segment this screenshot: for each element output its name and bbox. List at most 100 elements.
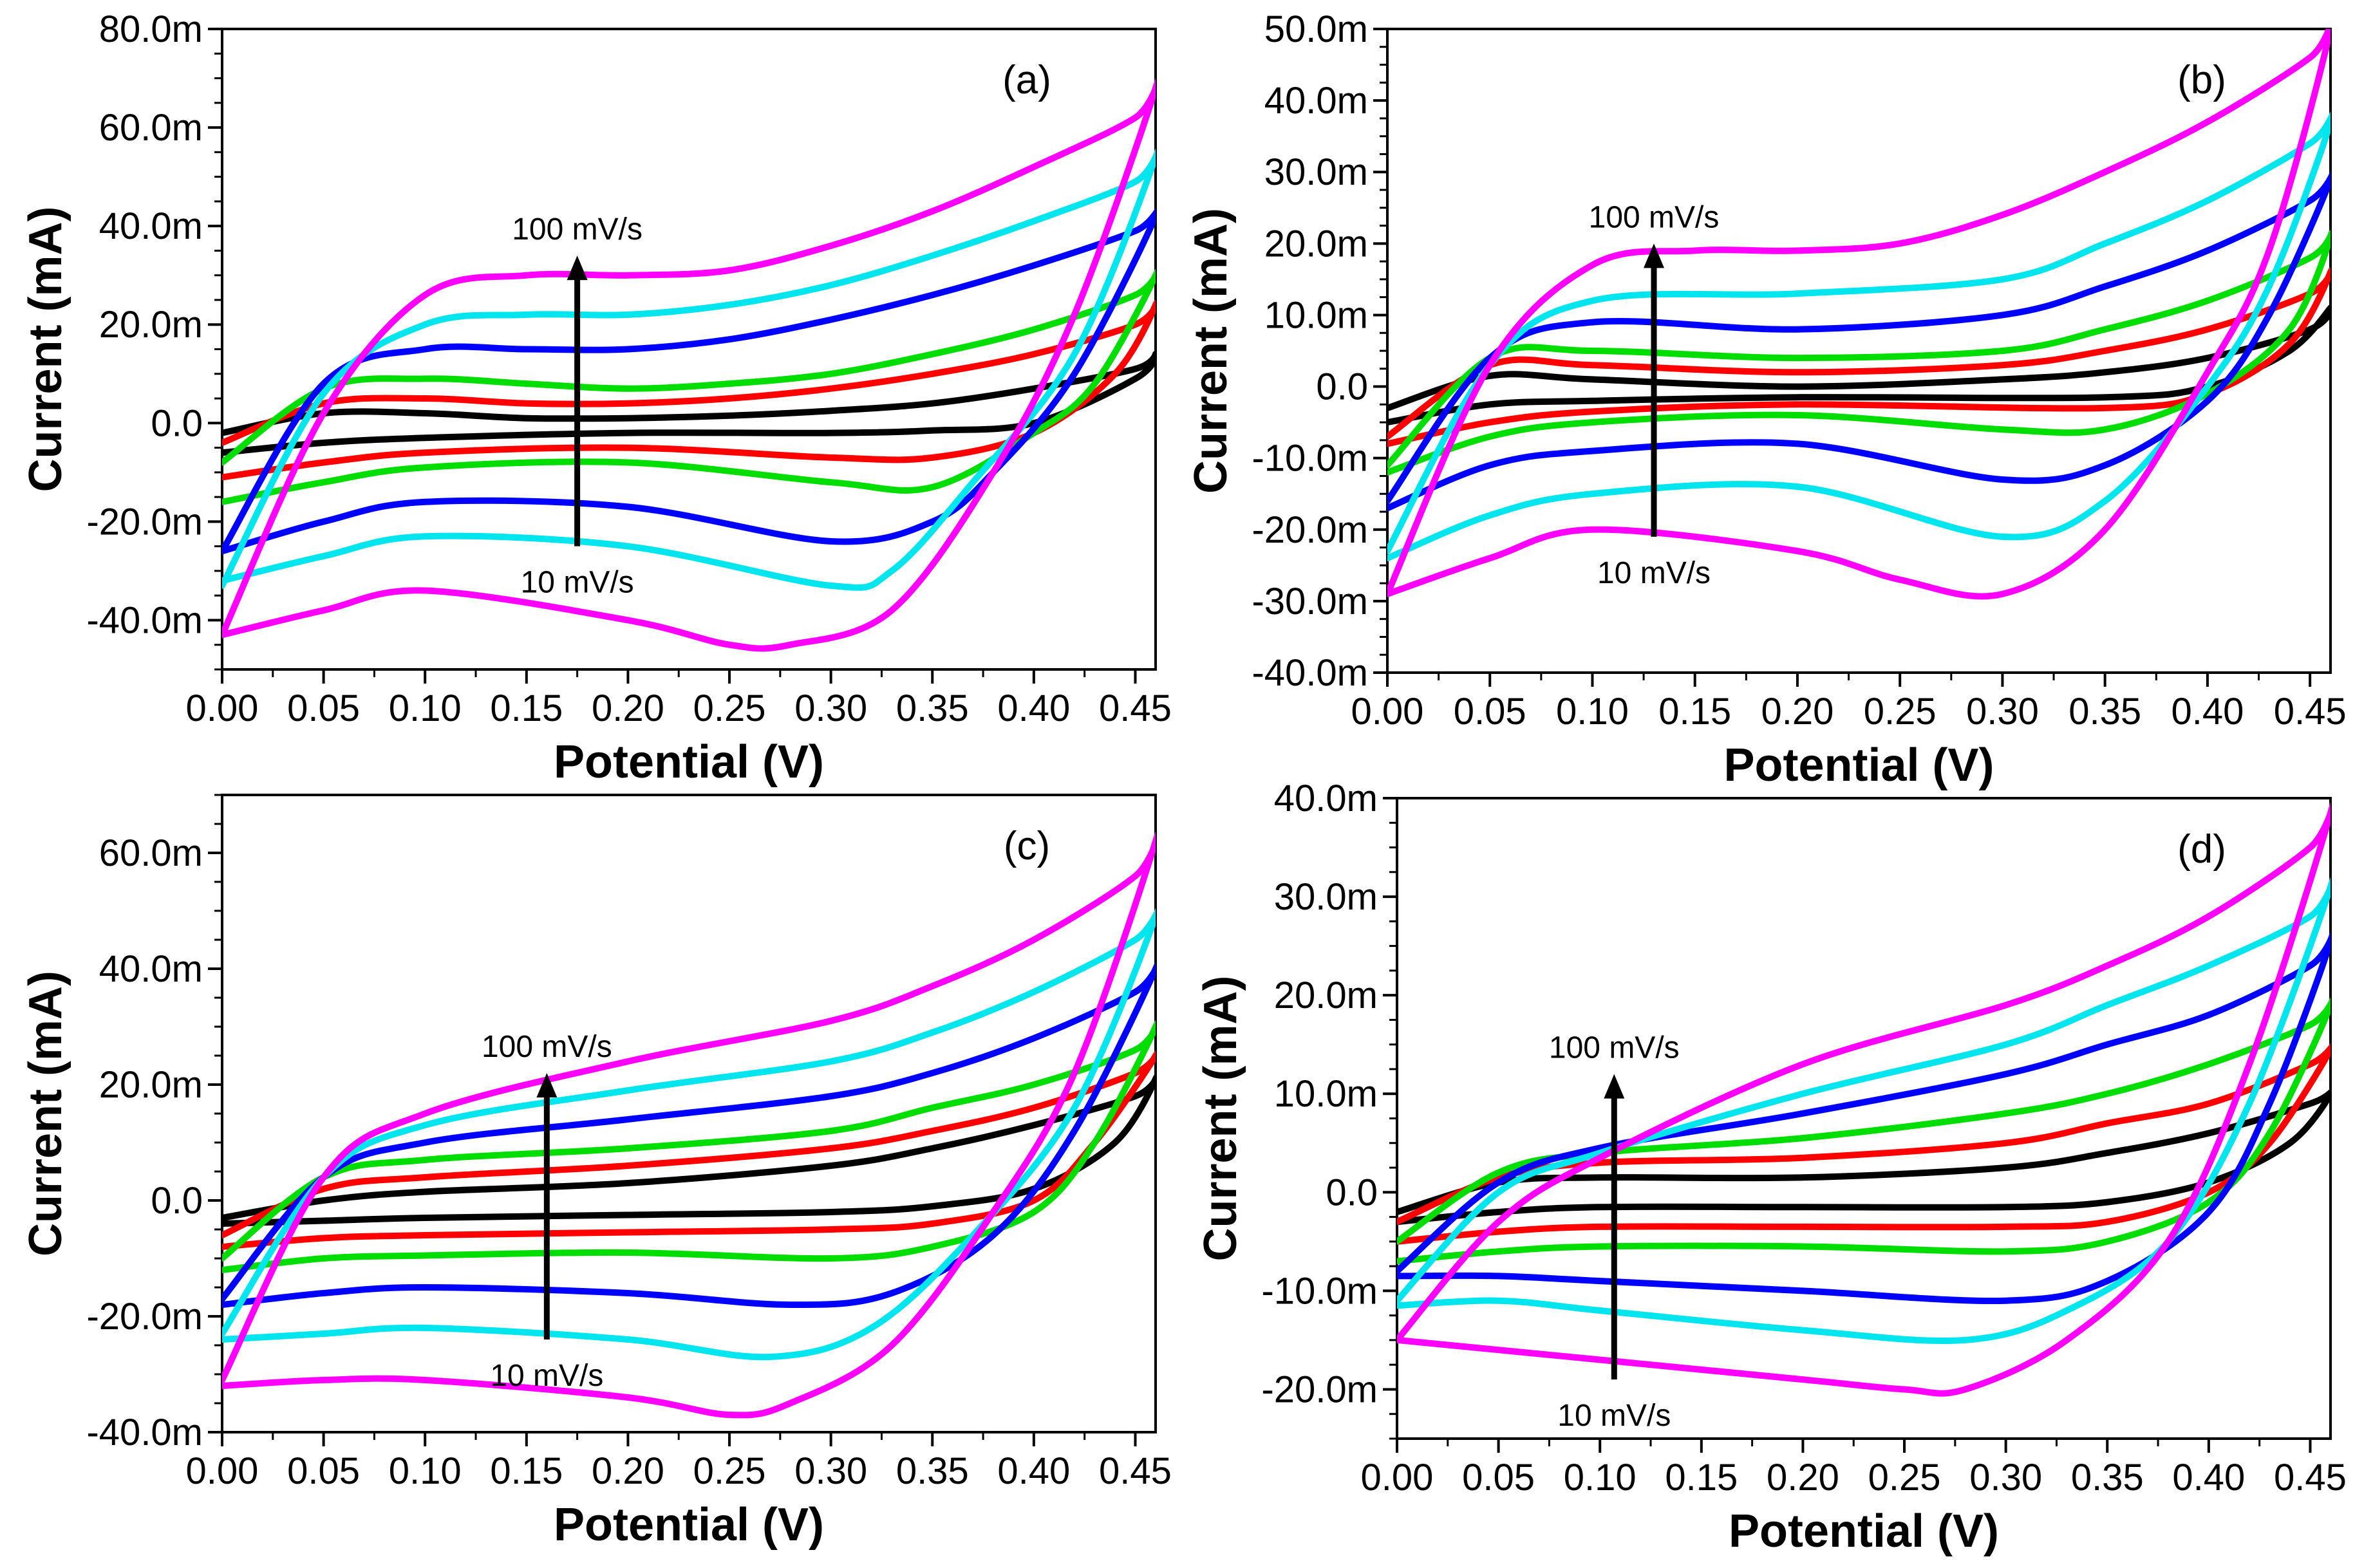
y-tick-label: 50.0m [1264, 8, 1368, 50]
series-20-mv-s [1397, 1043, 2331, 1245]
x-tick-label: 0.15 [1665, 1457, 1738, 1498]
y-tick-label: 40.0m [1264, 80, 1368, 122]
annotation-top: 100 mV/s [1549, 1031, 1680, 1065]
y-axis-title: Current (mA) [20, 971, 71, 1256]
series-80-mv-s [1387, 111, 2331, 562]
y-tick-label: -40.0m [1252, 652, 1368, 694]
x-tick-label: 0.45 [2274, 691, 2347, 733]
x-tick-label: 0.05 [1454, 691, 1526, 733]
y-tick-label: -20.0m [1252, 509, 1368, 551]
y-tick-label: 0.0 [1316, 366, 1368, 408]
x-tick-label: 0.05 [1462, 1457, 1535, 1498]
series-80-mv-s [1397, 877, 2331, 1345]
y-tick-label: 30.0m [1264, 151, 1368, 193]
series-100-mv-s [222, 78, 1156, 652]
x-tick-label: 0.10 [389, 1450, 462, 1492]
panel-label: (b) [2177, 58, 2226, 102]
series-group [222, 831, 1156, 1419]
x-axis-title: Potential (V) [1729, 1506, 1999, 1557]
x-axis-title: Potential (V) [554, 736, 824, 788]
x-tick-label: 0.00 [1351, 691, 1424, 733]
x-tick-label: 0.30 [1969, 1457, 2042, 1498]
x-tick-label: 0.35 [2071, 1457, 2144, 1498]
y-tick-label: 0.0 [151, 402, 203, 444]
y-tick-label: 40.0m [99, 205, 203, 247]
x-tick-label: 0.30 [1966, 691, 2039, 733]
y-tick-label: -40.0m [86, 599, 203, 641]
y-tick-label: -20.0m [86, 501, 203, 543]
annotation-bottom: 10 mV/s [490, 1359, 603, 1393]
x-axis-title: Potential (V) [1723, 740, 1994, 791]
series-60-mv-s [1397, 931, 2331, 1305]
plot-frame [221, 28, 1157, 671]
y-tick-label: 20.0m [1274, 975, 1378, 1016]
series-60-mv-s [222, 961, 1156, 1308]
series-40-mv-s [222, 1020, 1156, 1273]
x-tick-label: 0.20 [1767, 1457, 1839, 1498]
x-tick-label: 0.20 [1761, 691, 1834, 733]
annotation-bottom: 10 mV/s [1597, 556, 1711, 590]
x-tick-label: 0.00 [186, 1450, 259, 1492]
y-axis-title: Current (mA) [20, 207, 71, 492]
y-tick-label: 10.0m [1274, 1073, 1378, 1115]
plot-frame [1386, 28, 2332, 674]
series-10-mv-s [222, 1074, 1156, 1227]
x-tick-label: 0.45 [2274, 1457, 2347, 1498]
x-tick-label: 0.25 [693, 1450, 766, 1492]
y-tick-label: -20.0m [86, 1296, 203, 1338]
x-tick-label: 0.35 [896, 687, 969, 729]
x-tick-label: 0.10 [389, 687, 462, 729]
x-tick-label: 0.40 [2172, 1457, 2245, 1498]
y-tick-label: 40.0m [99, 948, 203, 990]
x-axis-title: Potential (V) [554, 1499, 824, 1551]
x-tick-label: 0.10 [1556, 691, 1629, 733]
x-tick-label: 0.05 [287, 1450, 360, 1492]
scan-rate-arrow-head [1644, 243, 1665, 268]
panel-b: 0.00 0.05 0.10 0.15 0.20 0.25 0.30 0.35 0.40 0.45… [1185, 8, 2347, 791]
series-20-mv-s [222, 300, 1156, 481]
x-tick-label: 0.45 [1099, 687, 1172, 729]
series-40-mv-s [222, 268, 1156, 505]
y-tick-label: -40.0m [86, 1412, 203, 1453]
series-40-mv-s [1387, 230, 2331, 476]
x-tick-label: 0.20 [592, 687, 664, 729]
x-tick-label: 0.45 [1099, 1450, 1172, 1492]
y-axis-title: Current (mA) [1185, 208, 1237, 494]
series-60-mv-s [1387, 171, 2331, 512]
y-tick-label: 60.0m [99, 107, 203, 149]
annotation-top: 100 mV/s [512, 212, 642, 247]
annotation-bottom: 10 mV/s [521, 566, 634, 600]
series-80-mv-s [222, 147, 1156, 591]
x-tick-label: 0.05 [287, 687, 360, 729]
x-tick-label: 0.40 [997, 687, 1070, 729]
annotation-bottom: 10 mV/s [1557, 1399, 1671, 1433]
panel-c: 0.00 0.05 0.10 0.15 0.20 0.25 0.30 0.35 0.40 0.45… [20, 794, 1172, 1551]
x-tick-label: 0.00 [186, 687, 259, 729]
y-tick-label: 10.0m [1264, 294, 1368, 336]
x-tick-label: 0.35 [896, 1450, 969, 1492]
scan-rate-arrow-head [567, 256, 588, 281]
x-tick-label: 0.00 [1361, 1457, 1434, 1498]
series-group [222, 78, 1156, 652]
panel-a: 0.00 0.05 0.10 0.15 0.20 0.25 0.30 0.35 0.40 0.45… [20, 8, 1172, 788]
scan-rate-arrow-head [1604, 1074, 1625, 1099]
panel-label: (c) [1004, 824, 1050, 868]
series-60-mv-s [222, 207, 1156, 555]
x-tick-label: 0.40 [2171, 691, 2244, 733]
series-group [1387, 29, 2331, 600]
x-tick-label: 0.25 [693, 687, 766, 729]
y-tick-label: 20.0m [99, 304, 203, 346]
series-group [1397, 801, 2331, 1397]
x-tick-label: 0.25 [1864, 691, 1937, 733]
annotation-top: 100 mV/s [482, 1030, 612, 1064]
x-tick-label: 0.15 [490, 1450, 563, 1492]
y-tick-label: 60.0m [99, 832, 203, 874]
y-tick-label: 0.0 [1326, 1171, 1378, 1213]
series-40-mv-s [1397, 997, 2331, 1265]
series-10-mv-s [1387, 304, 2331, 426]
series-10-mv-s [1397, 1088, 2331, 1226]
series-80-mv-s [222, 908, 1156, 1361]
panel-label: (d) [2177, 827, 2226, 872]
series-100-mv-s [222, 831, 1156, 1419]
y-tick-label: 20.0m [1264, 223, 1368, 265]
